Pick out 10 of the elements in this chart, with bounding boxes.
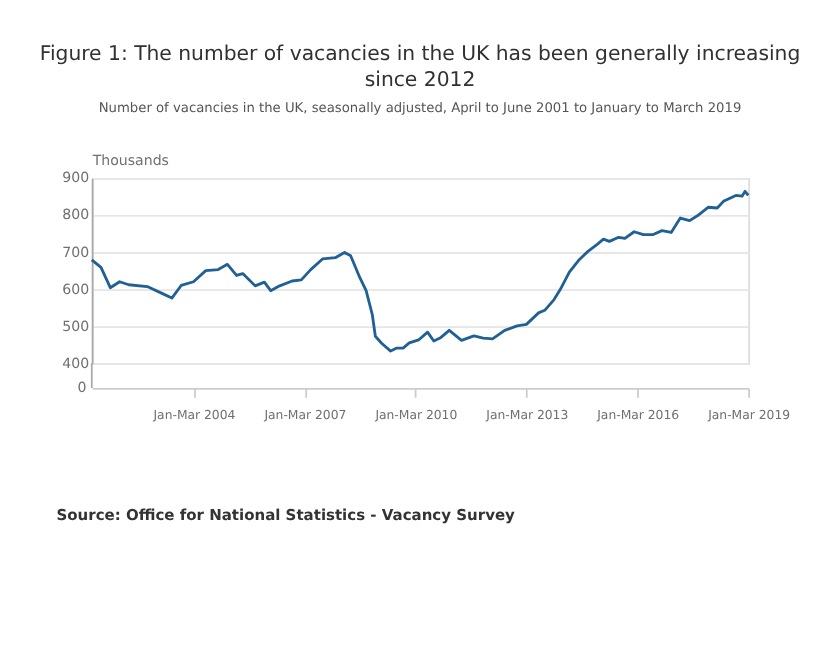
line-series xyxy=(90,189,750,353)
y-axis-title: Thousands xyxy=(90,150,170,169)
y-tick-label: 400 xyxy=(62,353,91,372)
chart-title: Figure 1: The number of vacancies in the UK has been generally increasing since 2012 xyxy=(39,43,801,93)
y-tick-label: 800 xyxy=(62,205,91,224)
y-tick-label: 900 xyxy=(62,168,91,187)
y-tick-label: 500 xyxy=(62,316,91,335)
y-tick-label: 600 xyxy=(62,279,91,298)
y-tick-label: 700 xyxy=(62,242,91,261)
text: 0 xyxy=(77,377,88,396)
